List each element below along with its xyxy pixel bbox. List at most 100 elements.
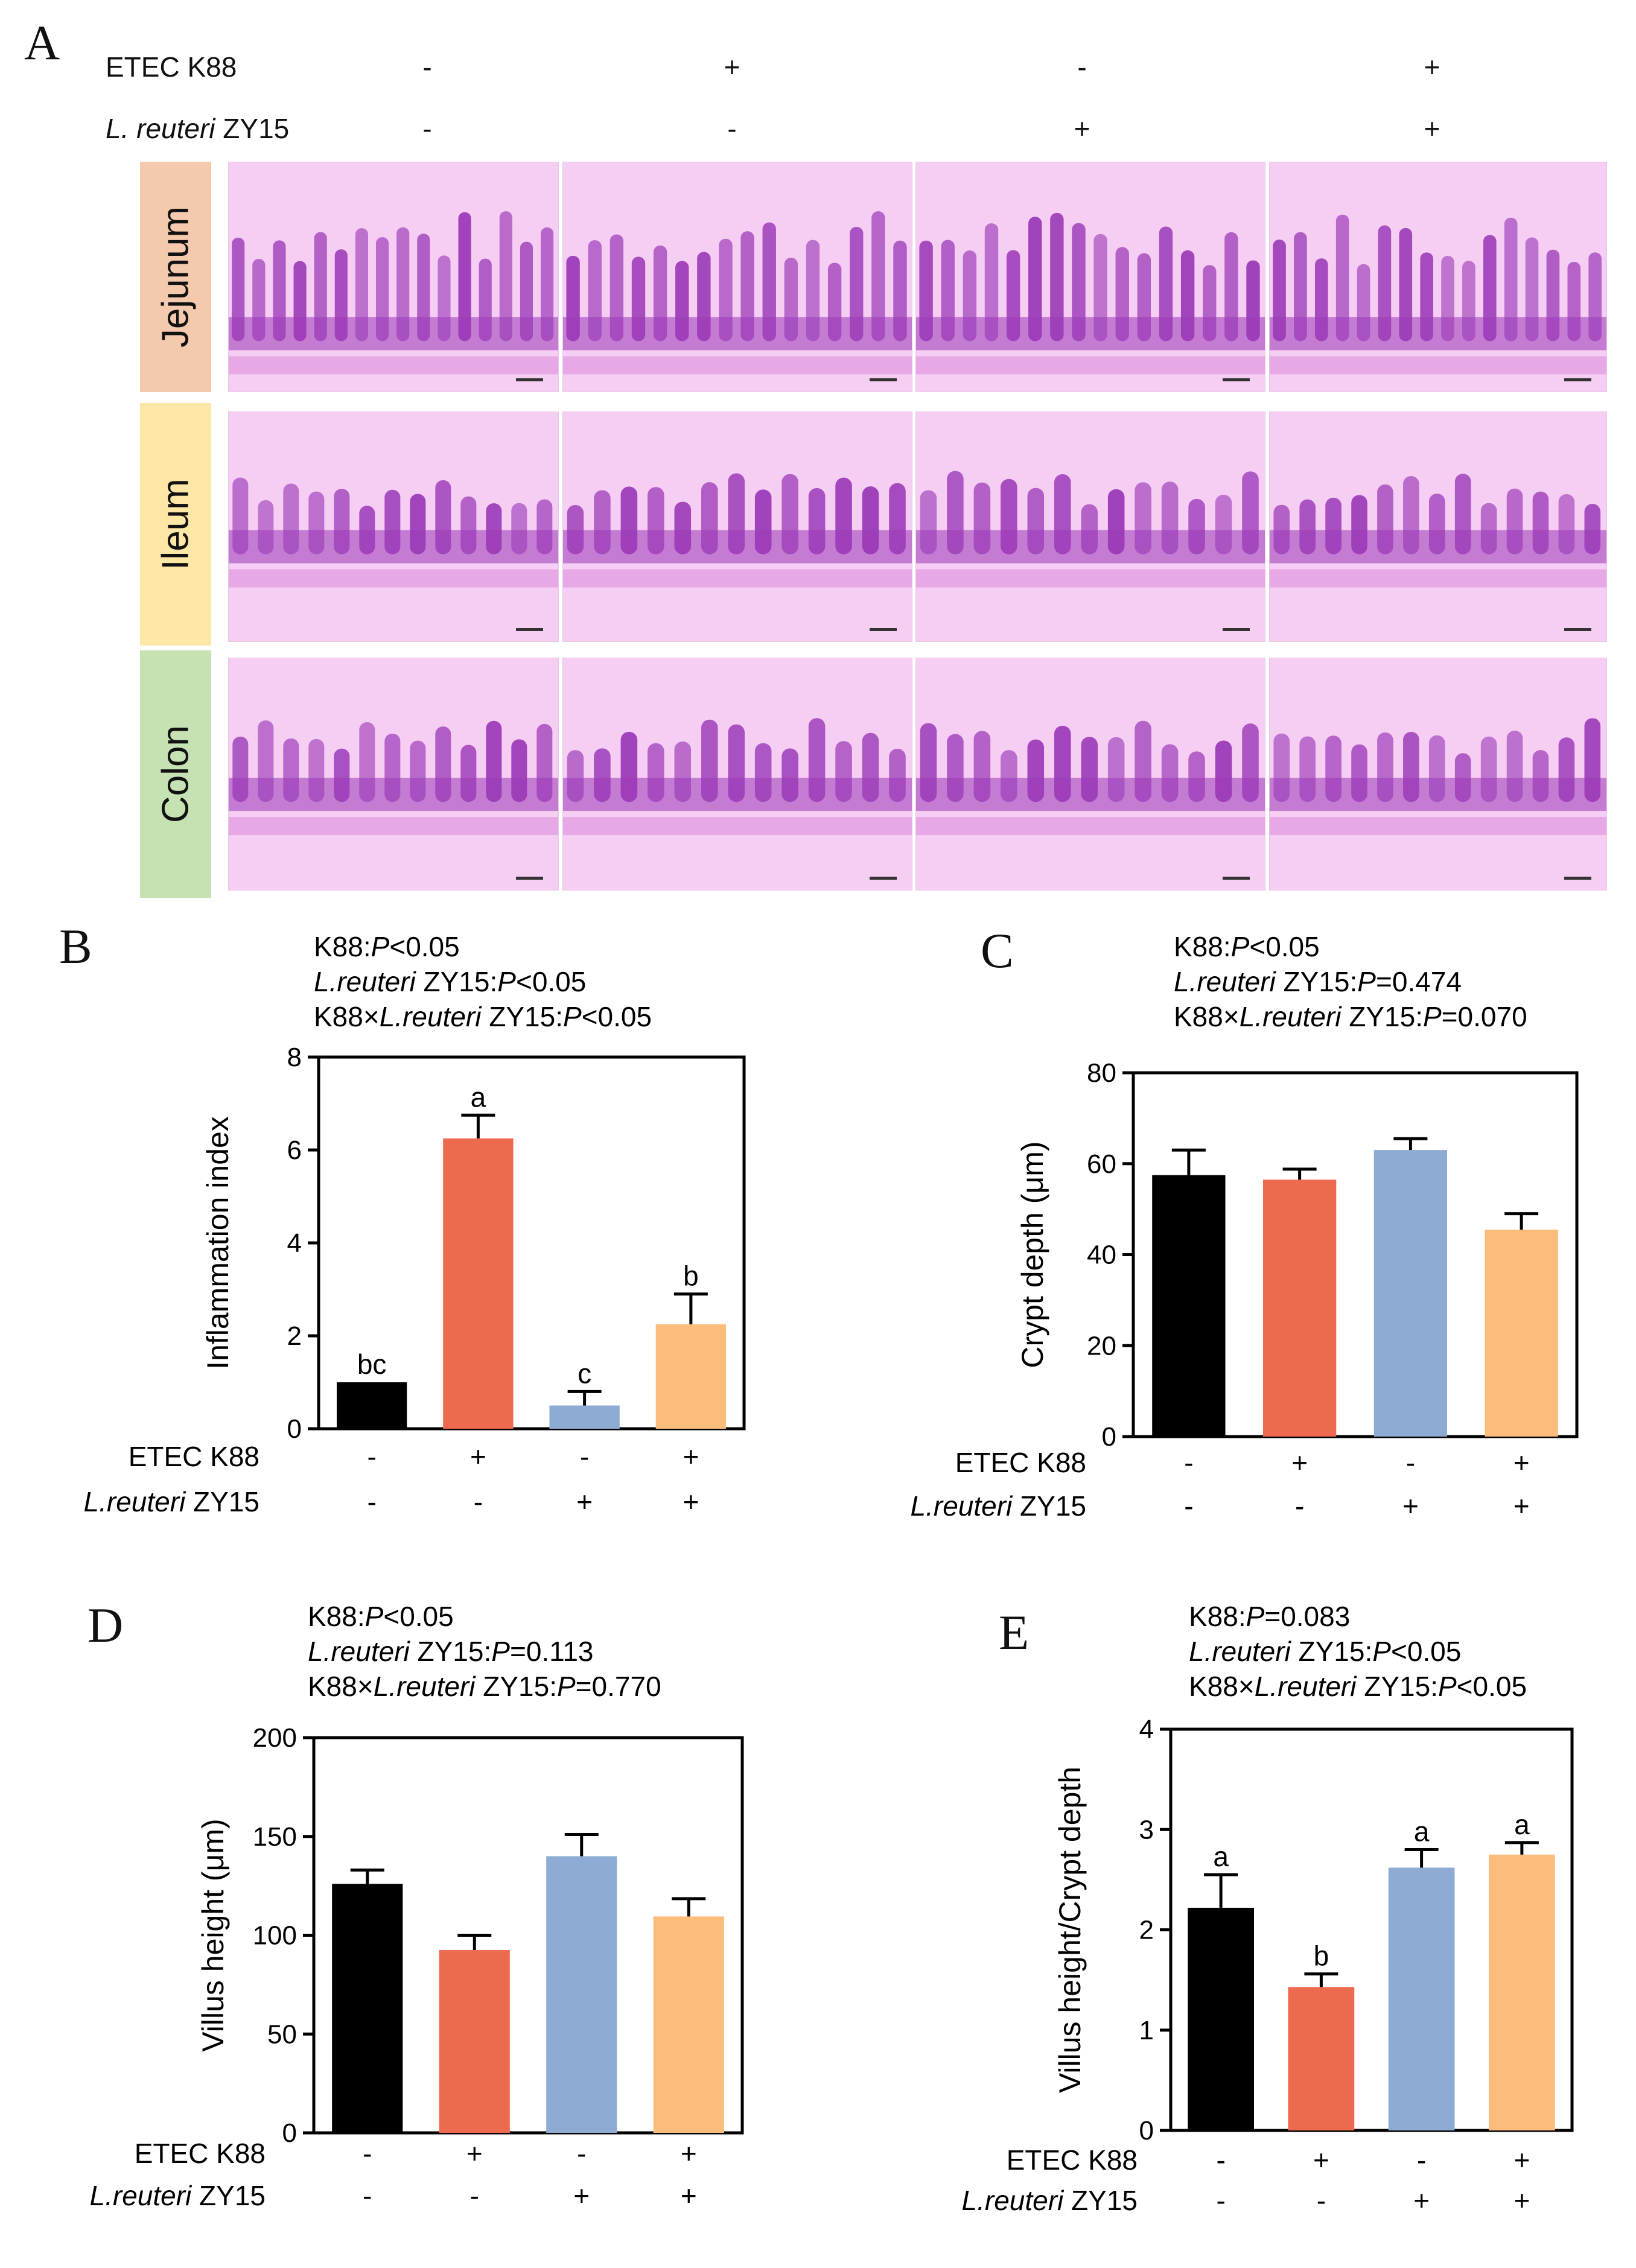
y-axis-label: Inflammation index [201,1116,235,1370]
chart-crypt-depth: K88:P<0.05 L.reuteri ZY15:P=0.474 K88×L.re… [827,923,1629,1545]
stat-line-3: K88×L.reuteri ZY15:P=0.070 [1174,1001,1527,1032]
bar-1 [1152,1175,1226,1437]
tissue-label-ileum: Ileum [154,478,197,570]
x-row-label-1: ETEC K88 [1007,2144,1138,2176]
stat-line-3: K88×L.reuteri ZY15:P<0.05 [1189,1671,1527,1702]
y-tick-label: 3 [1139,1815,1154,1844]
x-row-sign-2-1: - [367,1486,376,1517]
tissue-label-colon: Colon [154,725,197,823]
y-tick-label: 100 [253,1921,297,1951]
reuteri-sign-3: + [1074,113,1090,144]
x-row-label-1: ETEC K88 [955,1447,1086,1478]
x-row-sign-2-3: + [1413,2185,1430,2216]
reuteri-row-label: L. reuteri ZY15 [106,115,289,142]
y-tick-label: 0 [287,1414,302,1444]
chart-svg: K88:P<0.05 L.reuteri ZY15:P=0.113 K88×L.re… [90,1601,744,2211]
x-row-sign-2-3: + [1402,1490,1419,1522]
stat-line-2: L.reuteri ZY15:P=0.474 [1174,966,1462,997]
x-row-sign-1-2: + [470,1441,486,1472]
micrograph-colon-4 [1269,658,1607,891]
y-axis-label: Villus height/Crypt depth [1053,1767,1087,2093]
y-tick-label: 2 [287,1321,302,1351]
x-row-sign-2-1: - [363,2180,372,2211]
x-row-sign-2-4: + [1513,2185,1530,2216]
etec-sign-1: - [422,51,432,83]
panel-letter-a: A [24,15,60,70]
micrograph-ileum-4 [1269,411,1607,642]
stat-line-2: L.reuteri ZY15:P=0.113 [308,1636,594,1667]
x-row-sign-1-4: + [681,2138,697,2169]
y-tick-label: 4 [1139,1715,1154,1744]
bar-2 [1262,1180,1337,1437]
bar-3 [1388,1867,1455,2130]
panel-letter-e: E [999,1605,1030,1660]
stat-line-3: K88×L.reuteri ZY15:P<0.05 [314,1001,652,1032]
micrograph-ileum-2 [562,411,912,642]
x-row-sign-1-1: - [363,2138,372,2169]
micrograph-jejunum-2 [562,162,912,392]
sig-letter-3: a [1414,1816,1430,1847]
sig-letter-1: a [1213,1841,1229,1872]
etec-sign-2: + [724,51,740,83]
x-row-sign-1-2: + [1313,2144,1329,2176]
reuteri-strain: ZY15 [215,113,290,144]
bar-3 [1373,1150,1448,1437]
sig-letter-3: c [578,1358,591,1389]
x-row-sign-1-2: + [466,2138,483,2169]
micrograph-jejunum-4 [1269,162,1607,392]
y-tick-label: 1 [1139,2016,1154,2045]
x-row-label-2: L.reuteri ZY15 [962,2185,1138,2216]
y-tick-label: 2 [1139,1916,1154,1945]
y-tick-label: 40 [1087,1240,1116,1270]
chart-villus-height: K88:P<0.05 L.reuteri ZY15:P=0.113 K88×L.re… [0,1593,803,2263]
y-axis-label: Crypt depth (μm) [1016,1141,1049,1368]
stat-line-2: L.reuteri ZY15:P<0.05 [314,966,586,997]
panel-letter-d: D [88,1598,124,1653]
y-tick-label: 200 [253,1723,297,1753]
panel-letter-c: C [981,923,1014,978]
x-row-label-2: L.reuteri ZY15 [90,2180,266,2211]
chart-svg: K88:P<0.05 L.reuteri ZY15:P=0.474 K88×L.re… [911,931,1579,1522]
micrograph-ileum-3 [915,411,1265,642]
chart-inflammation-index: K88:P<0.05 L.reuteri ZY15:P<0.05 K88×L.reu… [0,923,803,1545]
y-tick-label: 8 [287,1043,302,1072]
x-row-sign-2-4: + [683,1486,699,1517]
x-row-label-1: ETEC K88 [129,1441,259,1472]
x-row-sign-1-3: - [577,2138,586,2169]
x-row-sign-1-3: - [1417,2144,1426,2176]
x-row-sign-2-2: - [470,2180,479,2211]
y-tick-label: 4 [287,1228,302,1258]
bar-4 [655,1324,727,1429]
y-tick-label: 150 [253,1822,297,1852]
sig-letter-2: a [471,1081,486,1113]
etec-row-label: ETEC K88 [106,51,237,83]
x-row-sign-1-1: - [1216,2144,1225,2176]
tissue-band-colon: Colon [140,650,211,898]
x-row-sign-2-2: - [1317,2185,1326,2216]
etec-sign-3: - [1077,51,1087,83]
y-tick-label: 0 [1139,2116,1154,2146]
sig-letter-4: b [683,1260,699,1292]
bar-2 [1288,1987,1355,2130]
chart-villus-crypt-ratio: K88:P=0.083 L.reuteri ZY15:P<0.05 K88×L.re… [827,1593,1629,2263]
stat-line-3: K88×L.reuteri ZY15:P=0.770 [308,1671,661,1702]
stat-line-2: L.reuteri ZY15:P<0.05 [1189,1636,1461,1667]
x-row-sign-1-3: - [1406,1447,1415,1478]
bar-3 [549,1405,620,1429]
y-tick-label: 20 [1087,1331,1116,1361]
bar-4 [1485,1230,1558,1437]
x-row-sign-2-4: + [1513,1490,1530,1522]
x-row-sign-1-1: - [367,1441,376,1472]
sig-letter-4: a [1514,1809,1530,1840]
etec-sign-4: + [1424,51,1440,83]
y-tick-label: 0 [1102,1422,1116,1452]
bar-1 [336,1382,407,1429]
reuteri-sign-2: - [727,113,737,144]
sig-letter-1: bc [357,1348,387,1380]
sig-letter-2: b [1314,1940,1329,1972]
bar-2 [439,1950,510,2133]
bar-4 [1489,1854,1555,2130]
x-row-sign-1-4: + [683,1441,699,1472]
x-row-sign-1-3: - [580,1441,589,1472]
y-tick-label: 0 [282,2118,297,2148]
